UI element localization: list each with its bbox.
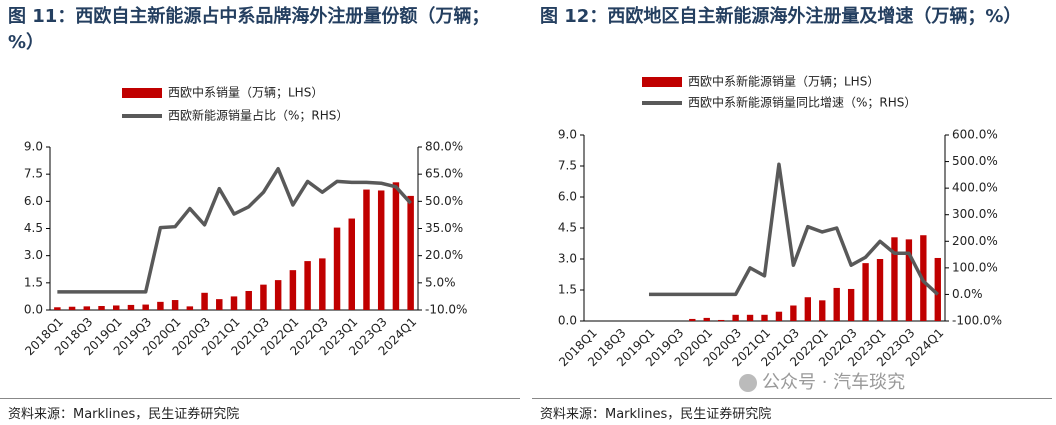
bar	[732, 314, 739, 321]
bar	[171, 300, 179, 310]
y2-tick-label: -100.0%	[952, 314, 1002, 328]
bar	[833, 287, 840, 321]
legend-swatch	[122, 88, 162, 98]
bar	[804, 297, 811, 321]
y-tick-label: 9.0	[24, 140, 43, 154]
bar	[319, 258, 326, 310]
divider	[532, 398, 1052, 399]
legend-label: 西欧中系新能源销量（万辆；LHS）	[688, 74, 879, 89]
chart-title: 图 11：西欧自主新能源占中系品牌海外注册量份额（万辆；%）	[8, 6, 490, 53]
bar	[304, 261, 311, 310]
legend-label: 西欧中系销量（万辆；LHS）	[168, 85, 323, 100]
y2-tick-label: 5.0%	[425, 275, 456, 289]
legend-label: 西欧新能源销量占比（%；RHS）	[168, 108, 348, 123]
bar	[113, 305, 120, 310]
line	[57, 166, 412, 294]
y-tick-label: 1.5	[558, 283, 577, 297]
bar	[790, 305, 797, 321]
y2-tick-label: 400.0%	[952, 181, 998, 195]
y2-tick-label: 65.0%	[425, 167, 463, 181]
bar	[689, 318, 696, 321]
y2-tick-label: 80.0%	[425, 140, 463, 154]
bar	[703, 317, 710, 321]
bar	[862, 263, 869, 321]
legend-swatch	[642, 77, 682, 87]
bar	[377, 190, 385, 310]
bar	[819, 300, 826, 321]
y2-tick-label: 500.0%	[952, 154, 998, 168]
bar	[761, 314, 768, 321]
watermark-icon	[739, 374, 757, 392]
divider	[0, 398, 520, 399]
legend-label: 西欧中系新能源销量同比增速（%；RHS）	[688, 95, 916, 110]
source-note: 资料来源：Marklines，民生证券研究院	[540, 407, 772, 422]
y-tick-label: 0.0	[24, 303, 43, 317]
bar	[876, 259, 884, 321]
bar	[201, 292, 208, 310]
bar	[216, 299, 223, 310]
bar	[68, 306, 76, 310]
panel: 图 11：西欧自主新能源占中系品牌海外注册量份额（万辆；%） 0.0 1.5 3.0…	[0, 0, 520, 425]
y2-tick-label: 20.0%	[425, 248, 463, 262]
y-tick-label: 0.0	[558, 314, 577, 328]
y2-tick-label: 35.0%	[425, 221, 463, 235]
bar	[392, 182, 400, 310]
y2-tick-label: -10.0%	[425, 303, 467, 317]
y-tick-label: 7.5	[24, 167, 43, 181]
bar	[260, 284, 267, 310]
bar	[348, 218, 355, 310]
bar	[746, 314, 754, 321]
y-tick-label: 4.5	[24, 221, 43, 235]
y2-tick-label: 100.0%	[952, 260, 998, 274]
watermark: 公众号 · 汽车琰究	[762, 372, 905, 393]
bar	[157, 301, 164, 310]
y-tick-label: 3.0	[24, 248, 43, 262]
y2-tick-label: 600.0%	[952, 128, 998, 142]
y-tick-label: 9.0	[558, 128, 577, 142]
bar	[891, 237, 898, 321]
chart: 0.0 1.5 3.0 4.5 6.0 7.5 9.0 -10.0% 5.0% 20.0% 35.0…	[22, 85, 467, 359]
bar	[54, 307, 61, 310]
bar	[718, 319, 725, 321]
bar	[245, 290, 252, 310]
line	[648, 162, 939, 297]
bar	[142, 304, 149, 310]
bar	[363, 189, 370, 310]
bar	[333, 227, 341, 310]
bar	[934, 257, 941, 321]
bar	[127, 304, 135, 310]
y2-tick-label: 300.0%	[952, 207, 998, 221]
y2-tick-label: 50.0%	[425, 194, 463, 208]
y-tick-label: 6.0	[558, 190, 577, 204]
y-tick-label: 4.5	[558, 221, 577, 235]
bar	[905, 239, 913, 321]
bar	[274, 280, 282, 310]
y-tick-label: 3.0	[558, 252, 577, 266]
y2-tick-label: 200.0%	[952, 234, 998, 248]
source-note: 资料来源：Marklines，民生证券研究院	[8, 407, 240, 422]
bar	[230, 296, 238, 310]
bar	[407, 195, 414, 310]
y2-tick-label: 0.0%	[952, 287, 983, 301]
chart: 0.0 1.5 3.0 4.5 6.0 7.5 9.0 -100.0% 0.0% 100.0% 20…	[556, 74, 1002, 394]
bar	[83, 306, 91, 310]
chart-title: 图 12：西欧地区自主新能源海外注册量及增速（万辆；%）	[540, 6, 1022, 27]
y-tick-label: 6.0	[24, 194, 43, 208]
bar	[847, 288, 855, 321]
y-tick-label: 7.5	[558, 159, 577, 173]
y-tick-label: 1.5	[24, 275, 43, 289]
bar	[186, 306, 194, 310]
bar	[289, 270, 297, 310]
bar	[775, 311, 783, 321]
panel: 图 12：西欧地区自主新能源海外注册量及增速（万辆；%） 0.0 1.5 3.0 4.…	[532, 0, 1052, 425]
bar	[98, 306, 105, 310]
